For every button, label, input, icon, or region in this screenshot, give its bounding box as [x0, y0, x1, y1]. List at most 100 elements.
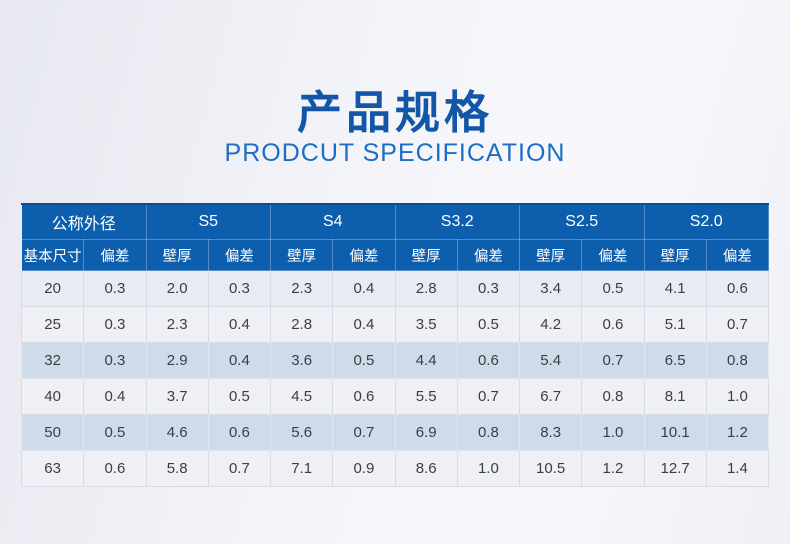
table-cell: 6.7 [518, 378, 583, 415]
table-cell: 4.2 [518, 306, 583, 343]
table-cell: 0.6 [83, 450, 147, 487]
table-cell: 40 [20, 378, 85, 415]
table-cell: 3.4 [518, 270, 583, 307]
table-row: 32 0.3 2.9 0.4 3.6 0.5 4.4 0.6 5.4 0.7 6.5 0.8 [20, 342, 770, 379]
table-cell: 1.0 [705, 378, 770, 415]
spec-table: 公称外径 S5 S4 S3.2 S2.5 S2.0 基本尺寸 偏差 壁厚 偏差 壁厚 偏差 壁厚 偏差壁… [20, 203, 770, 487]
table-cell: 2.9 [145, 342, 209, 379]
table-cell: 12.7 [643, 450, 707, 487]
header-group-cell-0: 公称外径 [21, 203, 147, 240]
header-sub-cell: 偏差 [207, 239, 272, 271]
table-cell: 2.3 [145, 306, 209, 343]
table-cell: 0.8 [456, 414, 521, 451]
table-cell: 0.5 [83, 414, 147, 451]
header-group-cell-2: S4 [270, 203, 396, 240]
table-cell: 0.3 [83, 306, 147, 343]
table-cell: 25 [20, 306, 85, 343]
header-sub-cell: 偏差 [332, 239, 396, 271]
header-sub-cell: 偏差 [705, 239, 770, 271]
table-cell: 1.0 [456, 450, 521, 487]
table-cell: 0.7 [456, 378, 521, 415]
table-cell: 0.8 [705, 342, 770, 379]
header-sub-cell: 壁厚 [394, 239, 458, 271]
table-cell: 0.3 [207, 270, 272, 307]
table-cell: 0.3 [456, 270, 521, 307]
header-sub-cell: 偏差 [456, 239, 521, 271]
header-sub-cell: 基本尺寸 [20, 239, 85, 271]
header-sub-cell: 偏差 [83, 239, 147, 271]
table-cell: 32 [20, 342, 85, 379]
header-sub-row: 基本尺寸 偏差 壁厚 偏差 壁厚 偏差 壁厚 偏差 壁厚 偏差 壁厚 偏差 [20, 239, 770, 271]
table-cell: 6.5 [643, 342, 707, 379]
table-cell: 4.4 [394, 342, 458, 379]
table-cell: 10.5 [518, 450, 583, 487]
table-row: 20 0.3 2.0 0.3 2.3 0.4 2.8 0.3 3.4 0.5 4.1 0.6 [20, 270, 770, 307]
table-cell: 0.4 [207, 342, 272, 379]
table-cell: 3.5 [394, 306, 458, 343]
table-cell: 5.8 [145, 450, 209, 487]
table-cell: 0.8 [581, 378, 645, 415]
table-cell: 1.0 [581, 414, 645, 451]
table-cell: 0.4 [83, 378, 147, 415]
header-group-cell-5: S2.0 [643, 203, 769, 240]
table-cell: 3.6 [269, 342, 334, 379]
table-cell: 50 [20, 414, 85, 451]
table-cell: 3.7 [145, 378, 209, 415]
spec-table-body: 20 0.3 2.0 0.3 2.3 0.4 2.8 0.3 3.4 0.5 4.1 0.6 25 0.3… [20, 270, 770, 487]
table-cell: 4.5 [269, 378, 334, 415]
table-cell: 0.9 [332, 450, 396, 487]
table-cell: 0.5 [456, 306, 521, 343]
table-cell: 0.7 [332, 414, 396, 451]
table-cell: 1.2 [705, 414, 770, 451]
header-group-row: 公称外径 S5 S4 S3.2 S2.5 S2.0 [21, 203, 769, 240]
table-row: 40 0.4 3.7 0.5 4.5 0.6 5.5 0.7 6.7 0.8 8.1 1.0 [20, 378, 770, 415]
table-cell: 10.1 [643, 414, 707, 451]
table-cell: 0.6 [581, 306, 645, 343]
table-row: 63 0.6 5.8 0.7 7.1 0.9 8.6 1.0 10.5 1.2 12.7 1.4 [20, 450, 770, 487]
table-cell: 6.9 [394, 414, 458, 451]
table-row: 50 0.5 4.6 0.6 5.6 0.7 6.9 0.8 8.3 1.0 10.1 1.2 [20, 414, 770, 451]
table-cell: 2.3 [269, 270, 334, 307]
table-cell: 0.6 [705, 270, 770, 307]
table-cell: 0.5 [207, 378, 272, 415]
header-group-cell-3: S3.2 [394, 203, 520, 240]
header-sub-cell: 偏差 [581, 239, 645, 271]
header-sub-cell: 壁厚 [145, 239, 209, 271]
table-cell: 7.1 [269, 450, 334, 487]
table-cell: 2.8 [394, 270, 458, 307]
header-sub-cell: 壁厚 [643, 239, 707, 271]
table-cell: 0.4 [332, 306, 396, 343]
page-title: 产品规格 [296, 87, 493, 138]
table-cell: 8.6 [394, 450, 458, 487]
table-cell: 8.3 [518, 414, 583, 451]
table-cell: 1.2 [581, 450, 645, 487]
spec-table-header: 公称外径 S5 S4 S3.2 S2.5 S2.0 基本尺寸 偏差 壁厚 偏差 壁厚 偏差 壁厚 偏差壁… [20, 203, 770, 271]
spec-table-container: 公称外径 S5 S4 S3.2 S2.5 S2.0 基本尺寸 偏差 壁厚 偏差 壁厚 偏差 壁厚 偏差壁… [20, 203, 770, 487]
table-cell: 0.7 [705, 306, 770, 343]
table-cell: 0.7 [581, 342, 645, 379]
header-sub-cell: 壁厚 [269, 239, 334, 271]
table-cell: 0.4 [207, 306, 272, 343]
table-cell: 4.1 [643, 270, 707, 307]
table-cell: 5.6 [269, 414, 334, 451]
table-cell: 0.7 [207, 450, 272, 487]
table-cell: 5.4 [518, 342, 583, 379]
header-group-cell-4: S2.5 [519, 203, 645, 240]
table-cell: 0.3 [83, 270, 147, 307]
page-subtitle: PRODCUT SPECIFICATION [224, 139, 566, 167]
table-cell: 5.5 [394, 378, 458, 415]
table-cell: 0.4 [332, 270, 396, 307]
table-cell: 0.6 [456, 342, 521, 379]
table-cell: 1.4 [705, 450, 770, 487]
header-sub-cell: 壁厚 [518, 239, 583, 271]
header-group-cell-1: S5 [145, 203, 271, 240]
table-cell: 2.0 [145, 270, 209, 307]
table-cell: 0.6 [207, 414, 272, 451]
table-cell: 20 [20, 270, 85, 307]
table-cell: 63 [20, 450, 85, 487]
table-cell: 0.5 [581, 270, 645, 307]
table-cell: 8.1 [643, 378, 707, 415]
table-cell: 0.3 [83, 342, 147, 379]
table-cell: 4.6 [145, 414, 209, 451]
